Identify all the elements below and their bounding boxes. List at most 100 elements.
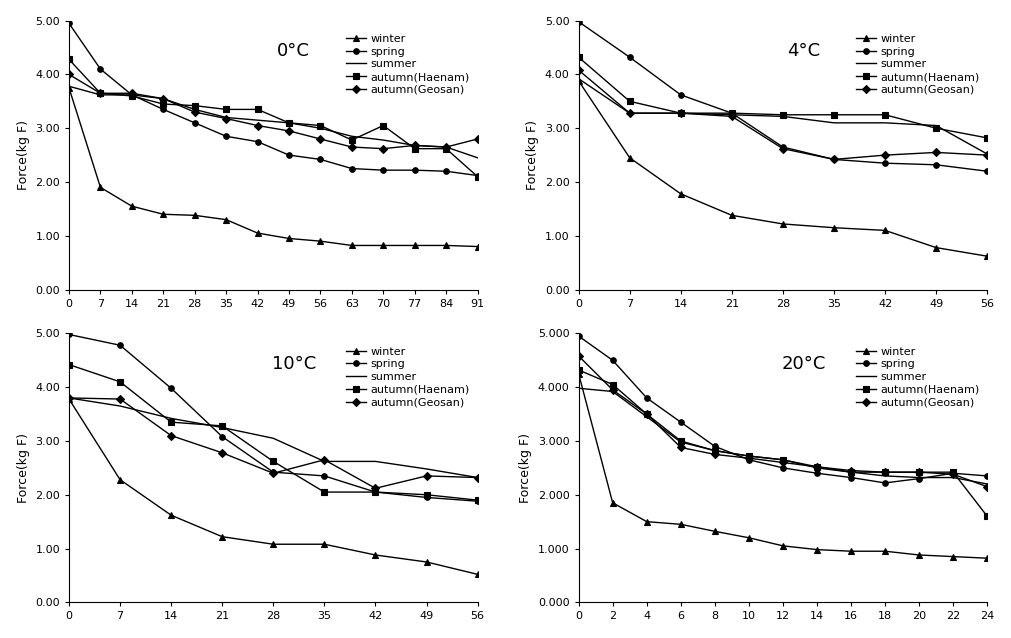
autumn(Geosan) <box>981 483 993 491</box>
winter <box>216 533 228 540</box>
autumn(Haenam) <box>114 378 126 385</box>
summer <box>252 116 264 124</box>
winter <box>572 77 584 85</box>
winter <box>776 220 789 228</box>
Line: autumn(Geosan): autumn(Geosan) <box>576 68 990 162</box>
spring <box>879 160 891 167</box>
Line: summer: summer <box>578 389 987 484</box>
spring <box>408 167 421 174</box>
autumn(Geosan) <box>811 463 823 471</box>
Legend: winter, spring, summer, autumn(Haenam), autumn(Geosan): winter, spring, summer, autumn(Haenam), … <box>853 345 982 410</box>
autumn(Haenam) <box>913 468 925 476</box>
spring <box>318 472 331 480</box>
summer <box>572 75 584 82</box>
summer <box>421 465 433 473</box>
winter <box>125 202 137 210</box>
summer <box>743 452 755 460</box>
autumn(Haenam) <box>283 119 295 127</box>
Line: spring: spring <box>576 19 990 174</box>
summer <box>267 434 279 442</box>
Y-axis label: Force(kg F): Force(kg F) <box>16 120 29 190</box>
autumn(Geosan) <box>94 89 106 97</box>
autumn(Geosan) <box>641 410 653 418</box>
winter <box>674 190 686 198</box>
autumn(Geosan) <box>726 112 738 120</box>
autumn(Geosan) <box>408 142 421 149</box>
summer <box>440 143 452 151</box>
Line: summer: summer <box>578 78 987 154</box>
autumn(Haenam) <box>220 105 233 113</box>
spring <box>981 472 993 480</box>
summer <box>641 413 653 420</box>
spring <box>981 167 993 175</box>
autumn(Haenam) <box>811 463 823 471</box>
autumn(Geosan) <box>165 432 177 440</box>
summer <box>776 456 789 464</box>
autumn(Haenam) <box>471 496 483 504</box>
autumn(Geosan) <box>158 95 170 103</box>
autumn(Geosan) <box>947 470 959 478</box>
summer <box>845 468 857 476</box>
spring <box>421 494 433 501</box>
summer <box>63 394 75 402</box>
spring <box>913 475 925 482</box>
autumn(Geosan) <box>471 473 483 481</box>
autumn(Geosan) <box>471 135 483 143</box>
spring <box>743 456 755 464</box>
summer <box>408 142 421 149</box>
autumn(Geosan) <box>114 395 126 403</box>
autumn(Haenam) <box>930 124 942 132</box>
spring <box>377 167 389 174</box>
spring <box>471 498 483 505</box>
summer <box>471 473 483 481</box>
winter <box>776 542 789 550</box>
summer <box>913 473 925 481</box>
Line: summer: summer <box>69 398 477 477</box>
summer <box>471 154 483 161</box>
spring <box>369 488 381 496</box>
summer <box>879 472 891 480</box>
winter <box>408 242 421 249</box>
winter <box>641 518 653 526</box>
summer <box>572 385 584 392</box>
winter <box>314 237 327 245</box>
Y-axis label: Force(kg F): Force(kg F) <box>16 433 29 503</box>
Text: 20°C: 20°C <box>782 355 826 373</box>
winter <box>377 242 389 249</box>
autumn(Geosan) <box>709 450 721 458</box>
summer <box>947 473 959 481</box>
autumn(Geosan) <box>913 468 925 476</box>
autumn(Haenam) <box>267 457 279 465</box>
spring <box>776 143 789 151</box>
summer <box>776 112 789 120</box>
Line: autumn(Geosan): autumn(Geosan) <box>67 71 480 151</box>
autumn(Haenam) <box>624 98 636 105</box>
autumn(Haenam) <box>607 381 619 389</box>
summer <box>94 91 106 99</box>
winter <box>252 229 264 237</box>
spring <box>674 91 686 99</box>
autumn(Geosan) <box>318 456 331 464</box>
winter <box>63 84 75 92</box>
summer <box>318 457 331 465</box>
winter <box>981 253 993 260</box>
Line: spring: spring <box>67 20 480 179</box>
autumn(Geosan) <box>346 143 358 151</box>
summer <box>189 105 201 113</box>
autumn(Haenam) <box>216 422 228 430</box>
autumn(Haenam) <box>981 134 993 142</box>
spring <box>930 161 942 168</box>
autumn(Haenam) <box>674 109 686 117</box>
autumn(Haenam) <box>776 111 789 119</box>
autumn(Haenam) <box>377 122 389 130</box>
winter <box>165 512 177 519</box>
spring <box>709 443 721 450</box>
autumn(Haenam) <box>709 447 721 454</box>
Line: autumn(Geosan): autumn(Geosan) <box>576 353 990 489</box>
summer <box>624 109 636 117</box>
autumn(Geosan) <box>607 386 619 394</box>
Line: autumn(Haenam): autumn(Haenam) <box>67 57 480 179</box>
spring <box>572 18 584 26</box>
autumn(Haenam) <box>845 468 857 476</box>
summer <box>346 133 358 140</box>
